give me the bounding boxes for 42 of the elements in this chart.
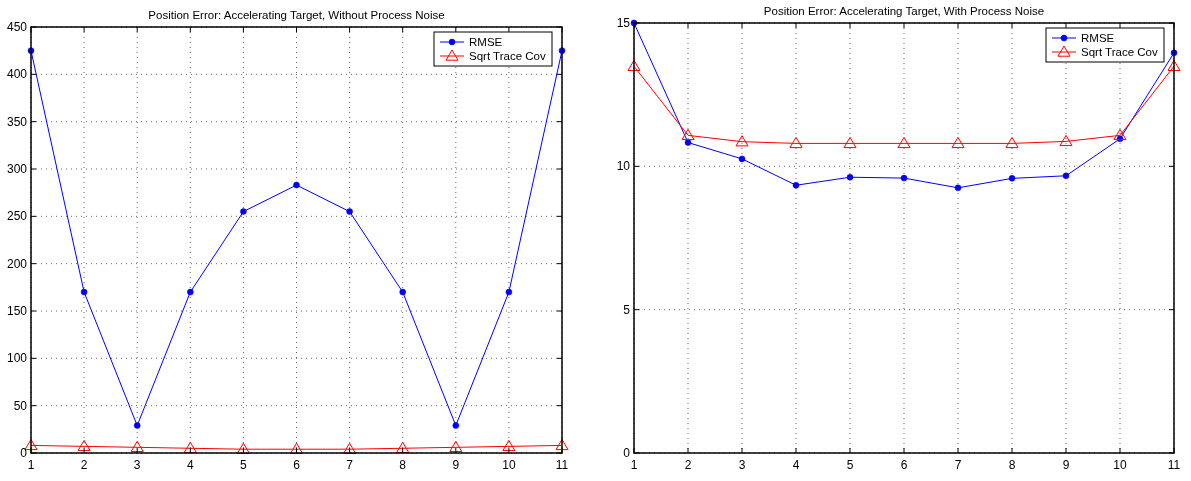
x-tick-label: 10 [502, 458, 516, 472]
x-tick-label: 5 [846, 458, 854, 472]
x-tick-label: 6 [293, 458, 301, 472]
y-tick-label: 10 [616, 159, 631, 174]
y-tick-label: 0 [20, 446, 28, 460]
chart-title: Position Error: Accelerating Target, Without Process Noise [148, 9, 445, 21]
y-tick-label: 100 [6, 351, 28, 366]
y-tick-label: 400 [6, 67, 28, 82]
x-tick-label: 2 [80, 458, 88, 472]
x-tick-label: 11 [555, 458, 569, 472]
x-tick-label: 8 [1008, 458, 1016, 472]
y-tick-label: 50 [13, 398, 28, 413]
chart-title: Position Error: Accelerating Target, With Process Noise [763, 5, 1045, 17]
x-tick-label: 9 [452, 458, 460, 472]
x-tick-label: 2 [684, 458, 692, 472]
x-tick-label: 3 [738, 458, 746, 472]
x-tick-label: 5 [240, 458, 248, 472]
y-tick-label: 350 [6, 114, 28, 129]
x-tick-label: 7 [954, 458, 962, 472]
x-tick-label: 11 [1167, 458, 1181, 472]
y-tick-label: 250 [6, 209, 28, 224]
x-tick-label: 7 [346, 458, 354, 472]
x-tick-label: 4 [186, 458, 194, 472]
y-tick-label: 150 [6, 304, 28, 318]
y-tick-label: 200 [6, 256, 28, 271]
y-tick-label: 300 [6, 162, 28, 176]
y-tick-label: 450 [6, 20, 28, 34]
legend-label: Sqrt Trace Cov [1081, 46, 1158, 58]
y-tick-label: 0 [623, 446, 631, 460]
legend-label: RMSE [469, 36, 503, 48]
x-tick-label: 3 [133, 458, 141, 472]
y-tick-label: 5 [623, 302, 631, 317]
y-tick-label: 15 [616, 16, 631, 30]
x-tick-label: 8 [399, 458, 407, 472]
x-tick-label: 9 [1062, 458, 1070, 472]
legend-label: RMSE [1081, 32, 1115, 44]
x-tick-label: 1 [630, 458, 638, 472]
x-tick-label: 10 [1113, 458, 1127, 472]
legend-label: Sqrt Trace Cov [469, 50, 546, 62]
x-tick-label: 4 [792, 458, 800, 472]
x-tick-label: 6 [900, 458, 908, 472]
x-tick-label: 1 [27, 458, 35, 472]
